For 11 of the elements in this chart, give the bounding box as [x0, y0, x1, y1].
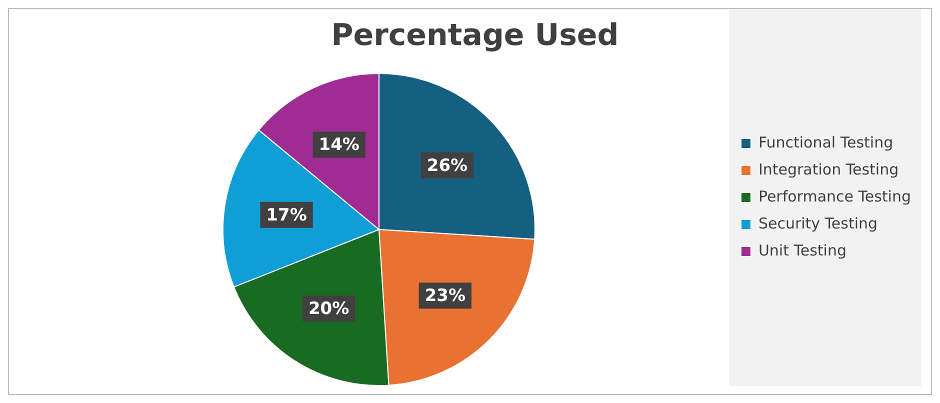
data-label: 17% [266, 205, 307, 226]
legend-label: Performance Testing [758, 187, 912, 206]
legend-label: Unit Testing [758, 241, 846, 260]
data-label: 20% [308, 298, 350, 319]
data-label: 26% [426, 156, 468, 176]
chart-title: Percentage Used [331, 18, 619, 53]
legend-label: Functional Testing [758, 133, 894, 152]
legend-label: Integration Testing [758, 160, 899, 178]
legend-label: Security Testing [758, 214, 878, 232]
data-label: 14% [318, 135, 360, 156]
data-label: 23% [424, 286, 466, 306]
